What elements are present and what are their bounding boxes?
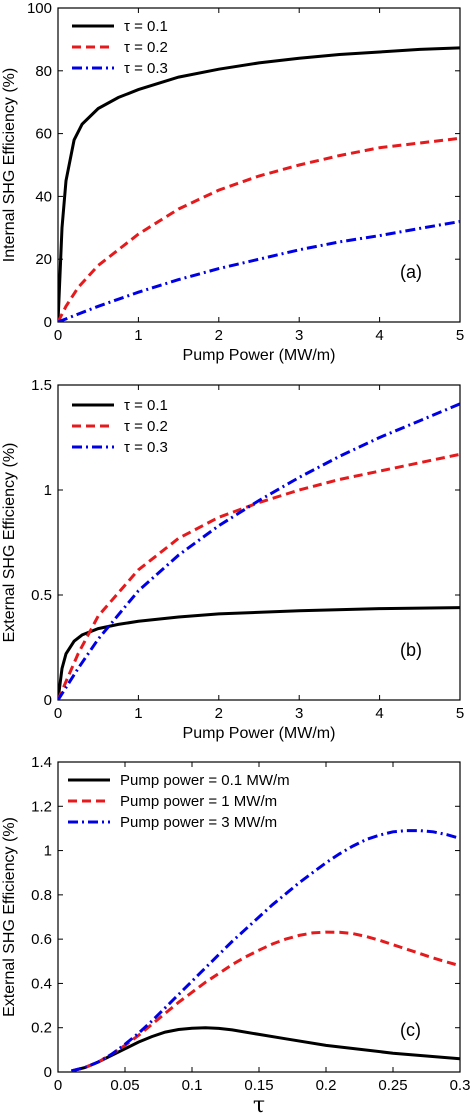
- x-tick-label: 1: [134, 705, 142, 722]
- y-tick-label: 1.4: [31, 754, 52, 771]
- legend-label: Pump power = 3 MW/m: [120, 814, 277, 831]
- legend-label: τ = 0.1: [124, 18, 168, 35]
- chart-panel-1: 0 1 2 3 4 5 0 20 40 60 80 100 Pump Power (MW/m) Inter…: [1, 0, 464, 364]
- y-tick-label: 60: [35, 126, 52, 143]
- series-line-1: [58, 46, 460, 322]
- x-tick-label: 3: [295, 327, 303, 344]
- y-tick-label: 1.5: [31, 377, 52, 394]
- series-line-2: [58, 452, 460, 700]
- legend: τ = 0.1 τ = 0.2 τ = 0.3: [72, 18, 168, 77]
- legend-label: τ = 0.1: [124, 397, 168, 414]
- x-tick-label: 5: [456, 705, 464, 722]
- legend-label: τ = 0.2: [124, 418, 168, 435]
- y-tick-label: 0.8: [31, 887, 52, 904]
- y-tick-label: 0: [44, 692, 52, 709]
- panel-label: (b): [400, 640, 422, 660]
- y-tick-label: 0: [44, 1064, 52, 1081]
- series-line-2: [71, 930, 460, 1072]
- legend-label: τ = 0.3: [124, 439, 168, 456]
- legend: τ = 0.1 τ = 0.2 τ = 0.3: [72, 397, 168, 456]
- x-tick-label: 1: [134, 327, 142, 344]
- chart-panel-3: 0 0.05 0.1 0.15 0.2 0.25 0.3 0 0.2 0.4 0.6 0.8 1 1.2 1…: [1, 754, 470, 1118]
- x-axis-title: Pump Power (MW/m): [183, 725, 336, 742]
- plot-frame: [57, 7, 461, 323]
- panel-label: (c): [400, 1020, 421, 1040]
- x-tick-label: 0.1: [182, 1077, 203, 1094]
- y-tick-label: 0.2: [31, 1020, 52, 1037]
- legend-label: Pump power = 1 MW/m: [120, 793, 277, 810]
- chart-panel-2: 0 1 2 3 4 5 0 0.5 1 1.5 Pump Power (MW/m) External …: [1, 377, 464, 742]
- y-axis-title: External SHG Efficiency (%): [1, 443, 18, 643]
- y-axis-title: Internal SHG Efficiency (%): [1, 68, 18, 262]
- x-tick-label: 0: [54, 327, 62, 344]
- legend-label: τ = 0.3: [124, 60, 168, 77]
- x-tick-label: 2: [215, 705, 223, 722]
- series-line-3: [71, 829, 460, 1072]
- x-tick-label: 0: [54, 1077, 62, 1094]
- plot-frame: [57, 384, 461, 701]
- y-tick-label: 20: [35, 251, 52, 268]
- y-tick-label: 0.5: [31, 587, 52, 604]
- y-tick-label: 1.2: [31, 798, 52, 815]
- y-tick-label: 40: [35, 188, 52, 205]
- x-tick-label: 0.25: [378, 1077, 407, 1094]
- series-line-1: [58, 606, 460, 700]
- y-tick-label: 1: [44, 482, 52, 499]
- y-tick-label: 0.6: [31, 931, 52, 948]
- x-axis-title: Pump Power (MW/m): [183, 347, 336, 364]
- legend: Pump power = 0.1 MW/m Pump power = 1 MW/m…: [68, 772, 290, 831]
- series-line-3: [58, 220, 460, 322]
- series-line-3: [58, 402, 460, 700]
- x-tick-label: 0.3: [450, 1077, 471, 1094]
- x-tick-label: 3: [295, 705, 303, 722]
- x-tick-label: 0.2: [316, 1077, 337, 1094]
- legend-label: Pump power = 0.1 MW/m: [120, 772, 290, 789]
- y-tick-label: 80: [35, 63, 52, 80]
- x-tick-label: 4: [375, 705, 383, 722]
- legend-label: τ = 0.2: [124, 39, 168, 56]
- x-tick-label: 0.15: [244, 1077, 273, 1094]
- x-tick-label: 2: [215, 327, 223, 344]
- x-tick-label: 4: [375, 327, 383, 344]
- y-axis-title: External SHG Efficiency (%): [1, 817, 18, 1017]
- x-tick-label: 5: [456, 327, 464, 344]
- x-tick-label: 0: [54, 705, 62, 722]
- x-axis-title: τ: [253, 1093, 265, 1118]
- y-tick-label: 0.4: [31, 975, 52, 992]
- y-tick-label: 100: [27, 0, 52, 17]
- series-line-2: [58, 136, 460, 322]
- y-tick-label: 1: [44, 843, 52, 860]
- panel-label: (a): [400, 262, 422, 282]
- y-tick-label: 0: [44, 314, 52, 331]
- x-tick-label: 0.05: [110, 1077, 139, 1094]
